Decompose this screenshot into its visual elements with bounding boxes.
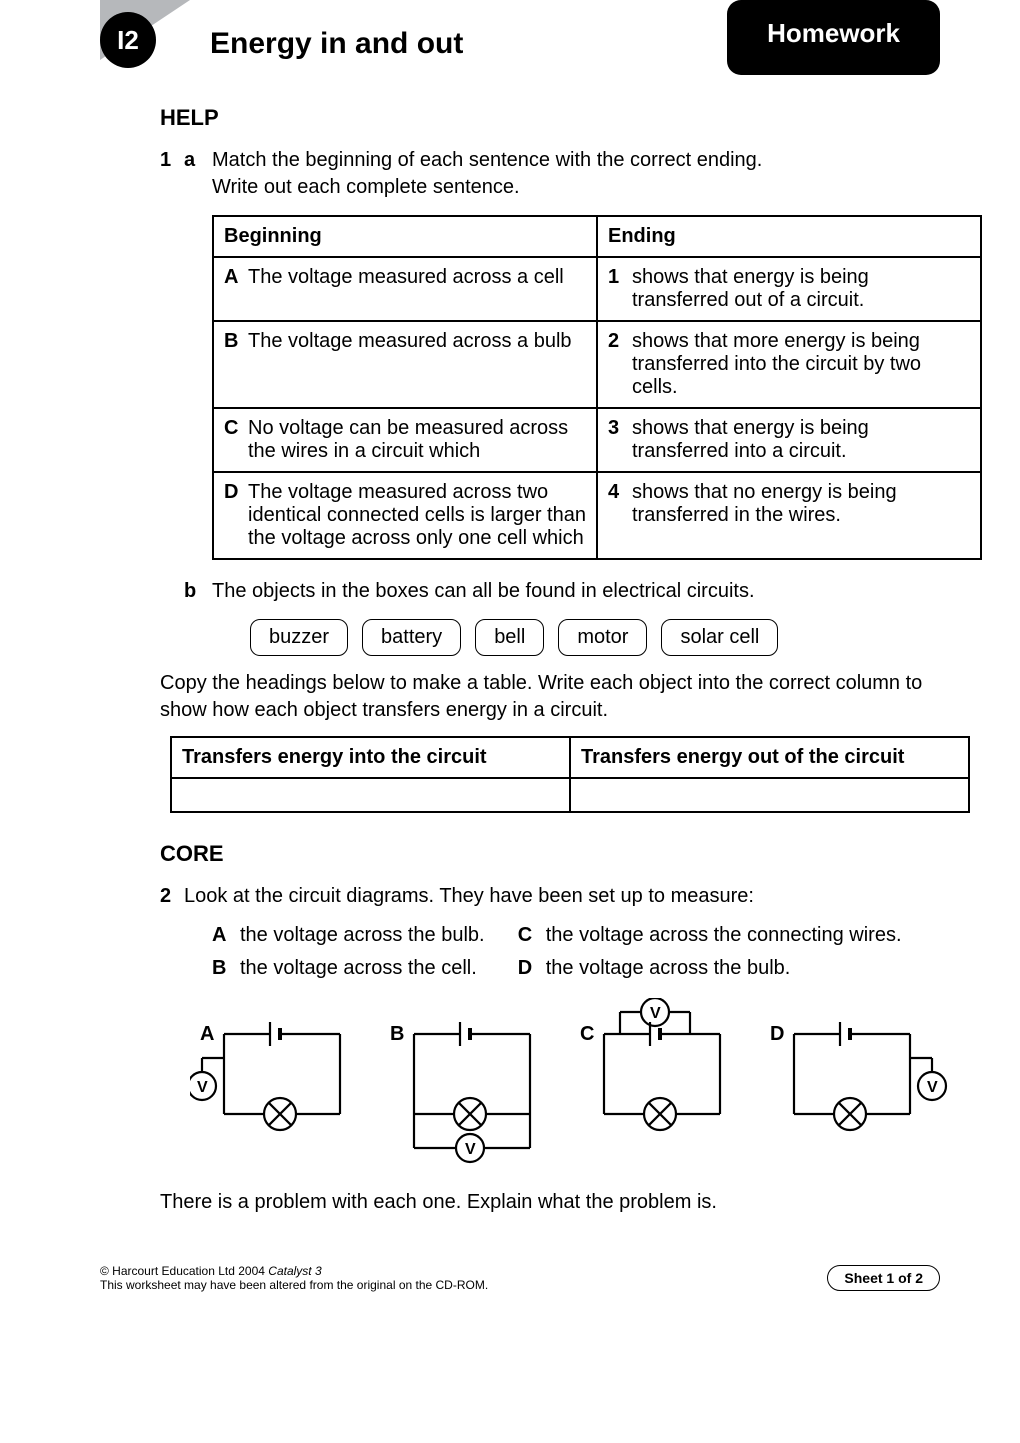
q2-text: Look at the circuit diagrams. They have … [184, 883, 940, 910]
svg-text:A: A [200, 1023, 214, 1045]
header-left: I2 Energy in and out [100, 0, 463, 68]
row-text: No voltage can be measured across the wi… [248, 417, 586, 463]
row-text: The voltage measured across a cell [248, 266, 586, 289]
option-text: the voltage across the bulb. [546, 957, 791, 980]
q2-option: B the voltage across the cell. [212, 957, 518, 980]
q1a: 1 a Match the beginning of each sentence… [160, 147, 940, 201]
transfer-head-out: Transfers energy out of the circuit [570, 737, 969, 778]
option-letter: B [212, 957, 240, 980]
svg-text:C: C [580, 1023, 594, 1045]
q1b-letter: b [184, 578, 212, 605]
book-title: Catalyst 3 [268, 1264, 321, 1278]
q2-final: There is a problem with each one. Explai… [160, 1191, 940, 1214]
row-letter: 2 [608, 330, 632, 399]
sheet-pill: Sheet 1 of 2 [827, 1265, 940, 1291]
table-row [171, 778, 969, 812]
q2: 2 Look at the circuit diagrams. They hav… [160, 883, 940, 910]
q1b-text: The objects in the boxes can all be foun… [212, 578, 940, 605]
svg-text:V: V [927, 1079, 938, 1096]
q2-option: A the voltage across the bulb. [212, 924, 518, 947]
transfer-head-in: Transfers energy into the circuit [171, 737, 570, 778]
copy-headings-para: Copy the headings below to make a table.… [160, 670, 940, 724]
transfer-table: Transfers energy into the circuit Transf… [170, 736, 970, 813]
table-row: DThe voltage measured across two identic… [213, 472, 981, 559]
match-table: Beginning Ending AThe voltage measured a… [212, 215, 982, 560]
footer-note: This worksheet may have been altered fro… [100, 1278, 488, 1292]
option-text: the voltage across the connecting wires. [546, 924, 902, 947]
row-text: shows that energy is being transferred i… [632, 417, 970, 463]
q1a-text: Match the beginning of each sentence wit… [212, 147, 940, 201]
q2-number: 2 [160, 883, 184, 910]
q1a-line2: Write out each complete sentence. [212, 176, 520, 198]
spacer [160, 578, 184, 605]
row-text: shows that energy is being transferred o… [632, 266, 970, 312]
row-text: The voltage measured across two identica… [248, 481, 586, 550]
svg-text:D: D [770, 1023, 784, 1045]
homework-pill: Homework [727, 0, 940, 75]
unit-badge: I2 [100, 0, 190, 68]
svg-text:V: V [650, 1005, 661, 1022]
circuit-diagrams: A [190, 998, 940, 1173]
option-letter: C [518, 924, 546, 947]
header: I2 Energy in and out Homework [100, 0, 940, 75]
objects-row: buzzer battery bell motor solar cell [250, 619, 940, 656]
row-letter: 4 [608, 481, 632, 527]
svg-text:V: V [465, 1141, 476, 1158]
match-head-ending: Ending [597, 216, 981, 257]
q2-option: C the voltage across the connecting wire… [518, 924, 940, 947]
badge-circle: I2 [100, 12, 156, 68]
object-box: battery [362, 619, 461, 656]
table-row: BThe voltage measured across a bulb 2sho… [213, 321, 981, 408]
footer-left: © Harcourt Education Ltd 2004 Catalyst 3… [100, 1264, 488, 1292]
svg-text:B: B [390, 1023, 404, 1045]
object-box: bell [475, 619, 544, 656]
empty-cell [570, 778, 969, 812]
core-label: CORE [160, 841, 940, 867]
q2-option: D the voltage across the bulb. [518, 957, 940, 980]
table-row: CNo voltage can be measured across the w… [213, 408, 981, 472]
q1b: b The objects in the boxes can all be fo… [160, 578, 940, 605]
row-text: The voltage measured across a bulb [248, 330, 586, 353]
q1a-letter: a [184, 147, 212, 201]
object-box: motor [558, 619, 647, 656]
row-letter: D [224, 481, 248, 550]
help-label: HELP [160, 105, 940, 131]
row-letter: A [224, 266, 248, 289]
q1a-line1: Match the beginning of each sentence wit… [212, 149, 762, 171]
option-text: the voltage across the bulb. [240, 924, 485, 947]
footer: © Harcourt Education Ltd 2004 Catalyst 3… [100, 1264, 940, 1292]
object-box: buzzer [250, 619, 348, 656]
q2-options: A the voltage across the bulb. C the vol… [212, 924, 940, 990]
option-letter: D [518, 957, 546, 980]
option-letter: A [212, 924, 240, 947]
match-head-beginning: Beginning [213, 216, 597, 257]
empty-cell [171, 778, 570, 812]
row-text: shows that no energy is being transferre… [632, 481, 970, 527]
table-row: AThe voltage measured across a cell 1sho… [213, 257, 981, 321]
object-box: solar cell [661, 619, 778, 656]
q1-number: 1 [160, 147, 184, 201]
row-letter: C [224, 417, 248, 463]
row-text: shows that more energy is being transfer… [632, 330, 970, 399]
row-letter: 3 [608, 417, 632, 463]
row-letter: 1 [608, 266, 632, 312]
copyright: © Harcourt Education Ltd 2004 [100, 1264, 268, 1278]
svg-text:V: V [197, 1079, 208, 1096]
option-text: the voltage across the cell. [240, 957, 477, 980]
page-title: Energy in and out [210, 27, 463, 61]
row-letter: B [224, 330, 248, 353]
